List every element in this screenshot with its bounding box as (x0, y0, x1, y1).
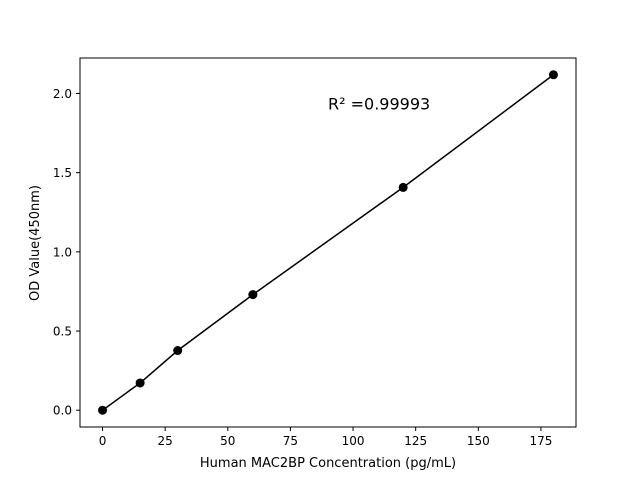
data-point (398, 182, 408, 192)
x-tick-label: 0 (99, 434, 107, 448)
y-tick-label: 1.0 (53, 245, 72, 259)
x-tick-label: 100 (342, 434, 365, 448)
annotations: R² =0.99993 (328, 94, 430, 113)
y-tick-label: 0.5 (53, 325, 72, 339)
data-point (548, 70, 558, 80)
y-axis-label: OD Value(450nm) (28, 185, 43, 301)
data-point (135, 378, 145, 388)
y-axis: 0.0 0.5 1.0 1.5 2.0 (53, 87, 80, 418)
data-point (98, 405, 108, 415)
y-tick-label: 1.5 (53, 166, 72, 180)
x-tick-label: 150 (467, 434, 490, 448)
x-axis: 0 25 50 75 100 125 150 175 (99, 427, 552, 448)
x-tick-label: 75 (283, 434, 298, 448)
r-squared-annotation: R² =0.99993 (328, 94, 430, 113)
y-tick-label: 2.0 (53, 87, 72, 101)
data-point (248, 290, 258, 300)
data-point (173, 346, 183, 356)
series-group (98, 70, 558, 415)
x-tick-label: 25 (158, 434, 173, 448)
x-tick-label: 125 (404, 434, 427, 448)
x-tick-label: 50 (220, 434, 235, 448)
y-tick-label: 0.0 (53, 404, 72, 418)
x-tick-label: 175 (529, 434, 552, 448)
series-line (102, 74, 554, 411)
x-axis-label: Human MAC2BP Concentration (pg/mL) (200, 456, 456, 471)
